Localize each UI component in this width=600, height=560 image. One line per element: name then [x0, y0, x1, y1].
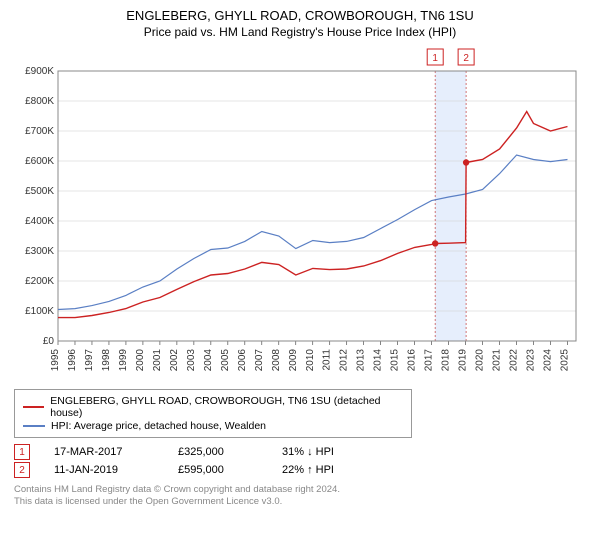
chart-area: £0 £100K £200K £300K £400K £500K £600K £700K £80… [14, 43, 586, 383]
chart-panel: ENGLEBERG, GHYLL ROAD, CROWBOROUGH, TN6 … [0, 0, 600, 560]
svg-text:2019: 2019 [458, 349, 469, 372]
svg-text:2004: 2004 [203, 349, 214, 372]
svg-text:1995: 1995 [50, 349, 61, 372]
svg-text:2025: 2025 [560, 349, 571, 372]
sale-price: £325,000 [178, 446, 258, 458]
svg-text:2012: 2012 [339, 349, 350, 372]
sales-row: 2 11-JAN-2019 £595,000 22% ↑ HPI [14, 462, 586, 478]
svg-text:2017: 2017 [424, 349, 435, 372]
svg-text:1997: 1997 [84, 349, 95, 372]
svg-text:2000: 2000 [135, 349, 146, 372]
svg-text:2011: 2011 [322, 349, 333, 371]
svg-text:£700K: £700K [25, 126, 54, 137]
sale-date: 11-JAN-2019 [54, 464, 154, 476]
sale-badge: 1 [14, 444, 30, 460]
title-address: ENGLEBERG, GHYLL ROAD, CROWBOROUGH, TN6 … [14, 8, 586, 23]
legend-label: HPI: Average price, detached house, Weal… [51, 420, 266, 432]
sale-compare: 22% ↑ HPI [282, 464, 382, 476]
svg-text:2015: 2015 [390, 349, 401, 372]
sales-row: 1 17-MAR-2017 £325,000 31% ↓ HPI [14, 444, 586, 460]
svg-text:£900K: £900K [25, 66, 54, 77]
sales-table: 1 17-MAR-2017 £325,000 31% ↓ HPI 2 11-JA… [14, 444, 586, 478]
footer-line: This data is licensed under the Open Gov… [14, 496, 586, 508]
title-sub: Price paid vs. HM Land Registry's House … [14, 25, 586, 39]
sale-price: £595,000 [178, 464, 258, 476]
svg-text:£400K: £400K [25, 216, 54, 227]
svg-text:2010: 2010 [305, 349, 316, 372]
svg-text:2018: 2018 [441, 349, 452, 372]
svg-text:2003: 2003 [186, 349, 197, 372]
svg-text:£0: £0 [43, 336, 55, 347]
svg-text:1: 1 [432, 53, 438, 64]
svg-text:2007: 2007 [254, 349, 265, 372]
svg-text:£200K: £200K [25, 276, 54, 287]
svg-text:2022: 2022 [509, 349, 520, 372]
svg-text:2016: 2016 [407, 349, 418, 372]
legend-label: ENGLEBERG, GHYLL ROAD, CROWBOROUGH, TN6 … [50, 395, 403, 419]
legend-swatch [23, 425, 45, 427]
svg-text:2005: 2005 [220, 349, 231, 372]
svg-text:2009: 2009 [288, 349, 299, 372]
footer-line: Contains HM Land Registry data © Crown c… [14, 484, 586, 496]
svg-text:2014: 2014 [373, 349, 384, 372]
legend: ENGLEBERG, GHYLL ROAD, CROWBOROUGH, TN6 … [14, 389, 412, 438]
footer: Contains HM Land Registry data © Crown c… [14, 484, 586, 509]
svg-text:2024: 2024 [543, 349, 554, 372]
svg-text:2002: 2002 [169, 349, 180, 372]
sale-compare: 31% ↓ HPI [282, 446, 382, 458]
svg-text:£500K: £500K [25, 186, 54, 197]
svg-text:2008: 2008 [271, 349, 282, 372]
legend-item: HPI: Average price, detached house, Weal… [23, 420, 403, 432]
svg-text:£100K: £100K [25, 306, 54, 317]
svg-text:1999: 1999 [118, 349, 129, 372]
svg-text:2: 2 [463, 53, 469, 64]
svg-text:2020: 2020 [475, 349, 486, 372]
svg-text:2006: 2006 [237, 349, 248, 372]
legend-item: ENGLEBERG, GHYLL ROAD, CROWBOROUGH, TN6 … [23, 395, 403, 419]
legend-swatch [23, 406, 44, 408]
svg-text:£300K: £300K [25, 246, 54, 257]
svg-text:2001: 2001 [152, 349, 163, 372]
line-chart: £0 £100K £200K £300K £400K £500K £600K £700K £80… [14, 43, 586, 383]
svg-text:2013: 2013 [356, 349, 367, 372]
svg-text:1996: 1996 [67, 349, 78, 372]
sale-badge: 2 [14, 462, 30, 478]
svg-text:2023: 2023 [526, 349, 537, 372]
svg-text:£800K: £800K [25, 96, 54, 107]
titles: ENGLEBERG, GHYLL ROAD, CROWBOROUGH, TN6 … [14, 8, 586, 39]
svg-text:£600K: £600K [25, 156, 54, 167]
sale-date: 17-MAR-2017 [54, 446, 154, 458]
svg-text:2021: 2021 [492, 349, 503, 372]
svg-text:1998: 1998 [101, 349, 112, 372]
